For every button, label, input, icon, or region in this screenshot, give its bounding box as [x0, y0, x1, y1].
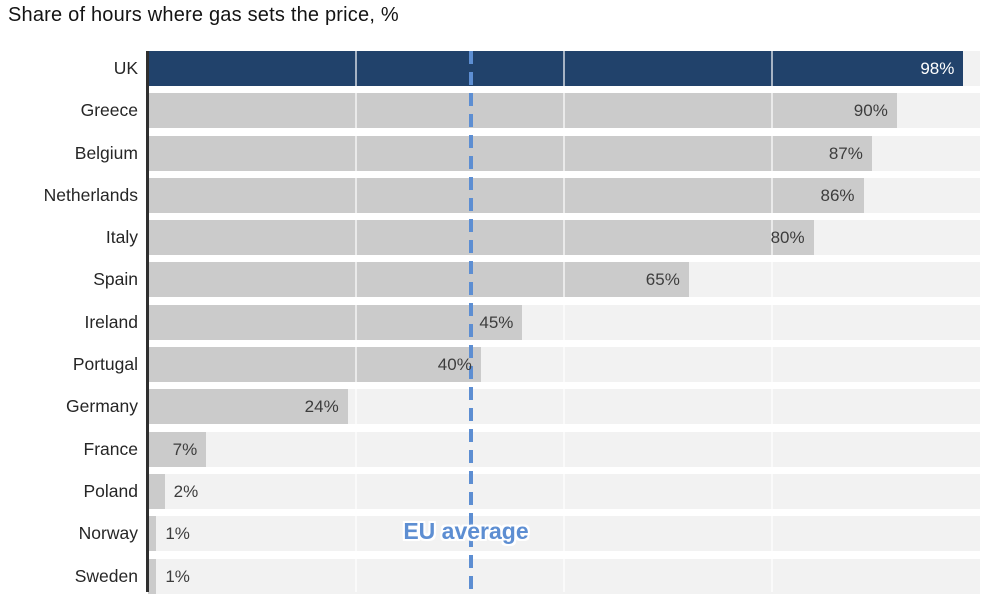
value-label: 24%: [304, 397, 339, 417]
bar-row: Ireland 45%: [84, 304, 980, 340]
bar: [148, 389, 348, 425]
row-band: [148, 516, 980, 552]
value-label: 86%: [820, 185, 855, 205]
bar-row: France 7%: [84, 431, 980, 467]
row-band: [148, 558, 980, 594]
eu-average-label: EU average: [403, 518, 529, 544]
bar: [148, 304, 523, 340]
value-label: 7%: [172, 439, 198, 459]
bars-container: UK 98% Greece 90% Belgium 87% Netherlands 86% It…: [44, 51, 980, 594]
value-label: 80%: [770, 228, 805, 248]
category-label: Poland: [83, 480, 139, 501]
bar: [148, 473, 165, 509]
bar: [148, 516, 157, 552]
category-label: Belgium: [74, 142, 138, 163]
value-label: 1%: [165, 566, 190, 586]
category-label: Norway: [78, 523, 138, 544]
category-label: Italy: [105, 227, 138, 248]
row-band: [148, 431, 980, 467]
category-label: France: [83, 438, 138, 459]
category-label: Netherlands: [43, 184, 138, 205]
bar-row: Germany 24%: [66, 389, 980, 425]
bar: [148, 93, 897, 129]
plot-area: UK 98% Greece 90% Belgium 87% Netherlands 86% It…: [44, 51, 980, 594]
bar-row: Belgium 87%: [75, 135, 980, 171]
value-label: 87%: [828, 143, 863, 163]
chart-title: Share of hours where gas sets the price,…: [8, 4, 399, 26]
bar: [148, 347, 481, 383]
bar-row: Norway 1%: [79, 516, 980, 552]
bar: [148, 177, 864, 213]
value-label: 65%: [645, 270, 680, 290]
row-band: [148, 473, 980, 509]
eu-average-line: [468, 51, 473, 592]
bar: [148, 135, 872, 171]
value-label: 40%: [437, 355, 472, 375]
value-label: 45%: [479, 312, 514, 332]
category-label: Ireland: [84, 311, 138, 332]
bar-row: Poland 2%: [84, 473, 980, 509]
bar-row: UK 98%: [114, 51, 980, 86]
bar-row: Italy 80%: [106, 220, 980, 256]
value-label: 90%: [853, 101, 888, 121]
bar-row: Netherlands 86%: [44, 177, 980, 213]
bar: [148, 262, 689, 298]
value-label: 1%: [165, 524, 190, 544]
category-label: Portugal: [72, 354, 138, 375]
bar: [148, 558, 157, 594]
category-label: Sweden: [74, 565, 138, 586]
bar-row: Portugal 40%: [73, 347, 980, 383]
bar: [148, 431, 207, 467]
value-label: 2%: [173, 481, 199, 501]
value-label: 98%: [920, 59, 955, 78]
category-label: Greece: [80, 100, 138, 121]
bar-row: Greece 90%: [81, 93, 980, 129]
bar-row: Spain 65%: [93, 262, 980, 298]
category-label: Spain: [93, 269, 138, 290]
bar: [148, 51, 964, 86]
category-label: UK: [113, 58, 138, 78]
bar-row: Sweden 1%: [75, 558, 980, 594]
bar: [148, 220, 814, 256]
y-axis-line: [146, 51, 149, 592]
category-label: Germany: [66, 396, 138, 417]
